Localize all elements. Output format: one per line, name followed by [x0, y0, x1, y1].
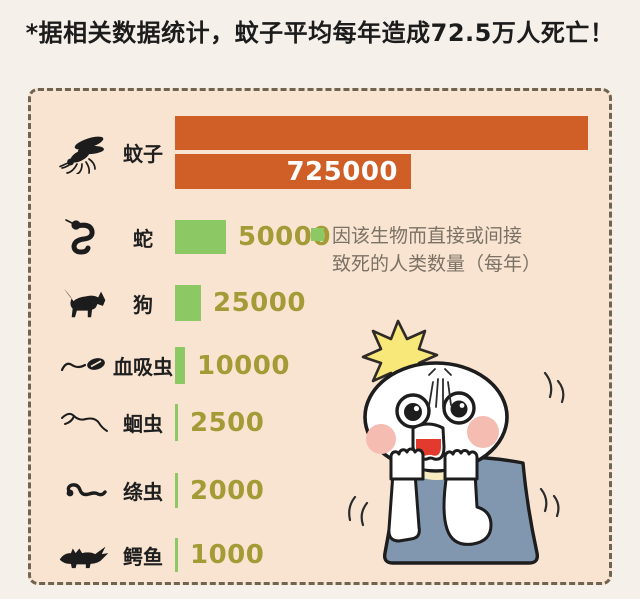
dog-icon — [57, 285, 111, 321]
schistosome-icon — [57, 354, 111, 378]
chart-row-snake: 蛇 50000 — [57, 217, 331, 257]
row-label-mosquito: 蚊子 — [123, 142, 163, 166]
mosquito-icon — [57, 132, 111, 174]
snake-bar — [175, 220, 226, 254]
schistosome-value: 10000 — [197, 350, 290, 381]
chart-row-tapeworm: 绦虫 2000 — [57, 473, 264, 508]
chart-row-roundworm: 蛔虫 2500 — [57, 404, 264, 441]
tapeworm-value: 2000 — [190, 475, 265, 506]
tapeworm-icon — [57, 478, 111, 504]
tapeworm-bar — [175, 473, 178, 508]
legend-line-1: 因该生物而直接或间接 — [332, 225, 523, 247]
row-label-dog: 狗 — [133, 292, 153, 317]
row-label-roundworm: 蛔虫 — [123, 412, 163, 436]
row-label-snake: 蛇 — [133, 226, 153, 251]
dog-value: 25000 — [213, 288, 306, 318]
row-label-schistosome: 血吸虫 — [113, 355, 173, 379]
crocodile-bar — [175, 538, 178, 572]
mosquito-value: 725000 — [286, 156, 398, 187]
motion-lines — [348, 371, 565, 527]
row-label-crocodile: 鳄鱼 — [123, 544, 163, 569]
legend-swatch — [311, 228, 324, 241]
chart-row-schistosome: 血吸虫 10000 — [57, 347, 290, 384]
mosquito-bar-group: 725000 — [175, 116, 588, 189]
legend: 因该生物而直接或间接 致死的人类数量（每年） — [311, 222, 571, 278]
legend-line-2: 致死的人类数量（每年） — [332, 253, 542, 275]
crocodile-value: 1000 — [190, 540, 265, 570]
roundworm-value: 2500 — [190, 407, 265, 438]
mosquito-bar: 725000 — [175, 154, 411, 189]
chart-row-crocodile: 鳄鱼 1000 — [57, 538, 264, 572]
row-label-tapeworm: 绦虫 — [123, 480, 163, 504]
page-title: *据相关数据统计，蚊子平均每年造成72.5万人死亡！ — [25, 19, 615, 47]
shocked-character-illustration — [341, 311, 588, 583]
chart-row-mosquito: 蚊子 725000 — [57, 116, 588, 189]
dog-bar — [175, 285, 201, 321]
schistosome-bar — [175, 347, 185, 384]
legend-text: 因该生物而直接或间接 致死的人类数量（每年） — [332, 222, 541, 278]
snake-icon — [57, 217, 111, 257]
chart-panel: 蚊子 725000 蛇 50000 — [28, 88, 612, 585]
roundworm-bar — [175, 404, 178, 441]
mosquito-bar-overflow — [175, 116, 588, 150]
crocodile-icon — [57, 541, 111, 569]
roundworm-icon — [57, 409, 111, 437]
chart-row-dog: 狗 25000 — [57, 285, 306, 321]
